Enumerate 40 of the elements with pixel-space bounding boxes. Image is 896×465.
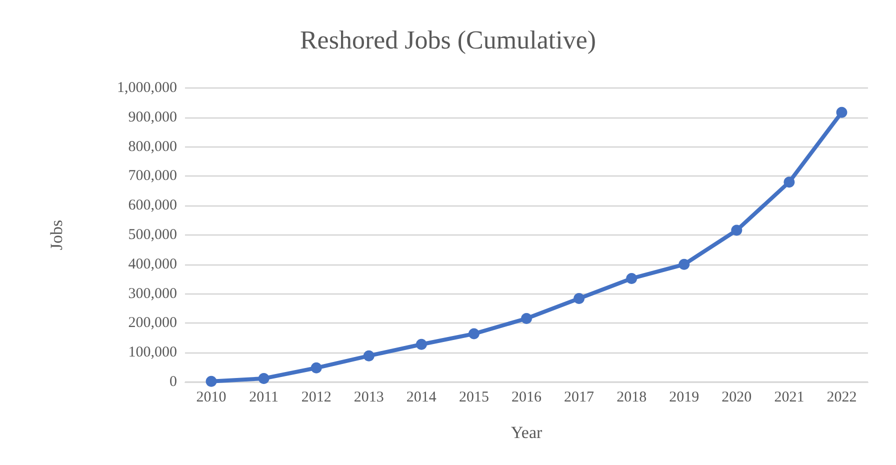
y-tick-label: 1,000,000: [117, 80, 177, 96]
point: [206, 376, 217, 387]
x-tick-label: 2021: [774, 390, 804, 406]
y-tick-label: 0: [170, 374, 177, 390]
x-tick-label: 2014: [406, 390, 437, 406]
x-tick-label: 2010: [196, 390, 226, 406]
point: [468, 328, 480, 340]
chart-title: Reshored Jobs (Cumulative): [300, 26, 596, 54]
x-tick-label: 2012: [301, 390, 332, 406]
point: [416, 338, 427, 350]
point: [521, 313, 532, 324]
x-tick-label: 2018: [616, 390, 647, 406]
y-tick-label: 500,000: [128, 227, 177, 243]
point: [678, 258, 690, 270]
x-tick-label: 2011: [249, 390, 279, 406]
y-tick-label: 300,000: [128, 286, 177, 302]
x-tick-label: 2022: [826, 390, 857, 406]
point: [836, 106, 848, 118]
x-axis-title: Year: [510, 423, 542, 442]
x-tick-label: 2017: [564, 390, 595, 406]
point: [784, 176, 795, 188]
point: [731, 224, 742, 236]
y-tick-label: 200,000: [128, 315, 177, 332]
y-tick-label: 400,000: [128, 256, 177, 272]
point: [310, 362, 322, 374]
x-tick-label: 2015: [458, 390, 489, 406]
x-tick-label: 2016: [512, 390, 542, 406]
y-axis-title: Jobs: [47, 220, 66, 250]
x-tick-label: 2013: [354, 390, 384, 406]
point: [258, 372, 270, 384]
y-tick-label: 700,000: [128, 168, 177, 184]
y-tick-label: 600,000: [128, 198, 177, 214]
point: [574, 293, 585, 304]
y-tick-label: 100,000: [128, 344, 177, 361]
x-tick-label: 2019: [669, 390, 700, 406]
point: [363, 350, 374, 362]
x-tick-label: 2020: [722, 390, 752, 406]
y-tick-label: 900,000: [128, 109, 177, 126]
point: [626, 273, 638, 284]
y-tick-label: 800,000: [128, 138, 177, 155]
